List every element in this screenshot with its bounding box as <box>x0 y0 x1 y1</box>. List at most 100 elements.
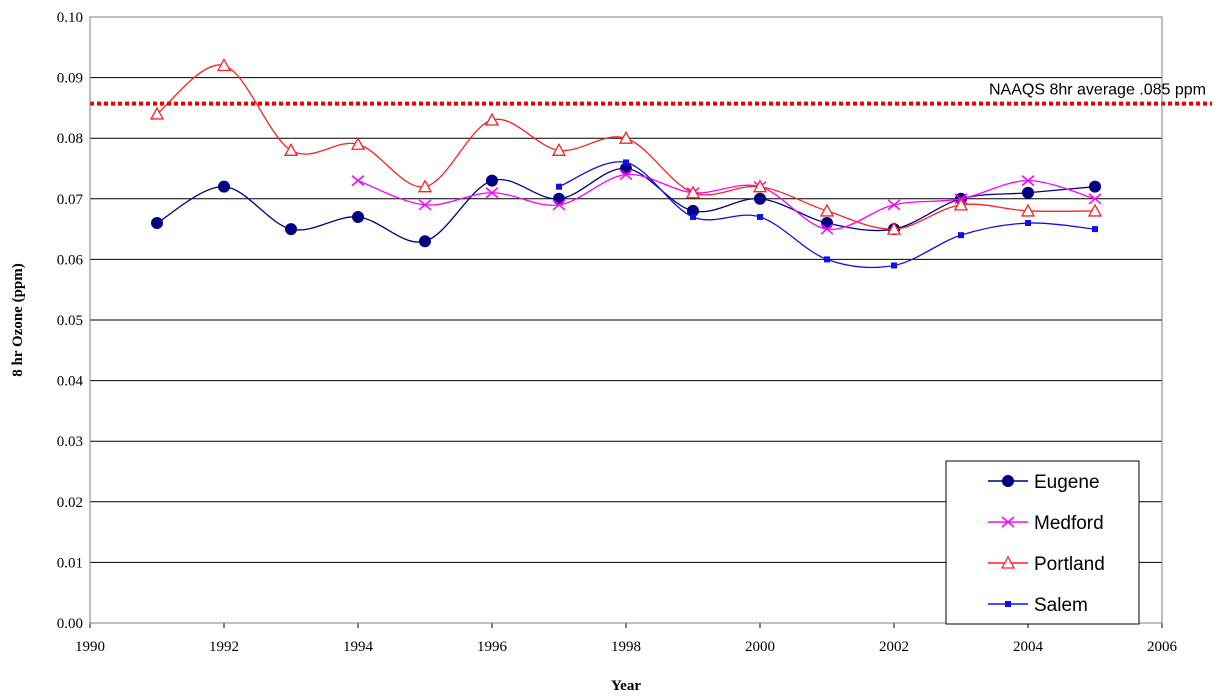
marker-stroke <box>820 223 834 235</box>
data-point-portland <box>1087 203 1103 217</box>
data-point-portland <box>752 179 768 193</box>
x-tick-label: 1996 <box>477 639 508 655</box>
data-point-salem <box>1092 226 1098 233</box>
legend-label-eugene: Eugene <box>1034 472 1100 493</box>
legend-marker-eugene <box>1002 475 1014 487</box>
marker-stroke <box>1021 175 1035 187</box>
x-axis-ticks: 1990 1992 1994 1996 1998 2000 2002 2004 2006 <box>75 623 1178 655</box>
legend-item-eugene: Eugene <box>988 472 1100 493</box>
data-point-portland <box>283 142 299 156</box>
marker-stroke <box>1001 516 1015 528</box>
data-point-eugene <box>419 235 431 248</box>
data-point-salem <box>1025 220 1031 227</box>
legend: Eugene Medford Portland Salem <box>945 460 1140 625</box>
series-salem <box>556 159 1098 269</box>
data-point-salem <box>958 232 964 239</box>
data-point-salem <box>824 256 830 263</box>
marker-stroke <box>485 187 499 199</box>
legend-label-salem: Salem <box>1034 595 1088 616</box>
legend-box <box>945 460 1140 625</box>
y-tick-label: 0.10 <box>57 10 83 26</box>
data-point-medford <box>619 168 633 181</box>
data-point-salem <box>891 262 897 269</box>
data-point-portland <box>685 185 701 199</box>
x-tick-label: 1990 <box>75 639 105 655</box>
data-point-portland <box>350 136 366 150</box>
data-point-medford <box>820 223 834 235</box>
series-eugene <box>151 162 1101 248</box>
y-tick-label: 0.01 <box>57 555 83 571</box>
data-point-portland <box>819 203 835 217</box>
y-tick-label: 0.09 <box>57 71 83 87</box>
data-point-eugene <box>1022 186 1034 199</box>
x-tick-label: 1994 <box>343 639 374 655</box>
x-tick-label: 2002 <box>879 639 909 655</box>
legend-marker-portland <box>1000 555 1016 569</box>
data-point-portland <box>551 142 567 156</box>
data-point-portland <box>216 58 232 72</box>
data-point-portland <box>618 130 634 144</box>
y-tick-label: 0.08 <box>57 131 83 147</box>
legend-label-portland: Portland <box>1034 554 1105 575</box>
data-point-portland <box>1020 203 1036 217</box>
legend-item-salem: Salem <box>988 595 1088 616</box>
data-point-medford <box>1021 175 1035 187</box>
marker-stroke <box>619 168 633 181</box>
x-tick-label: 2004 <box>1013 639 1044 655</box>
series-line-medford <box>357 173 1096 230</box>
data-point-eugene <box>285 223 297 236</box>
data-point-eugene <box>352 210 364 223</box>
data-point-medford <box>418 199 432 211</box>
data-point-portland <box>149 106 165 120</box>
legend-item-portland: Portland <box>988 554 1105 575</box>
data-point-medford <box>887 199 901 211</box>
data-point-salem <box>690 213 696 220</box>
y-tick-label: 0.00 <box>57 616 83 632</box>
legend-item-medford: Medford <box>988 513 1104 534</box>
data-point-salem <box>757 213 763 220</box>
series-medford <box>351 168 1102 235</box>
series-line-portland <box>156 64 1096 230</box>
marker-stroke <box>887 199 901 211</box>
marker-stroke <box>351 175 365 187</box>
data-point-medford <box>485 187 499 199</box>
data-point-medford <box>351 175 365 187</box>
naaqs-reference-label: NAAQS 8hr average .085 ppm <box>989 82 1206 99</box>
y-tick-label: 0.04 <box>57 374 84 390</box>
marker-stroke <box>1088 193 1102 205</box>
y-tick-label: 0.06 <box>57 252 84 268</box>
data-point-eugene <box>821 217 833 230</box>
marker-stroke <box>552 199 566 211</box>
y-axis-ticks: 0.00 0.01 0.02 0.03 0.04 0.05 0.06 0.07 0.08 0.09… <box>57 10 84 632</box>
legend-marker-salem <box>1005 601 1011 607</box>
x-tick-label: 2006 <box>1147 639 1178 655</box>
x-tick-label: 1992 <box>209 639 239 655</box>
data-point-salem <box>556 183 562 190</box>
data-point-portland <box>953 197 969 211</box>
marker-stroke <box>418 199 432 211</box>
data-point-eugene <box>1089 180 1101 193</box>
data-point-portland <box>886 221 902 235</box>
plot-area-border <box>89 16 1163 624</box>
x-tick-label: 2000 <box>745 639 775 655</box>
data-point-salem <box>623 159 629 166</box>
y-tick-label: 0.02 <box>57 495 83 511</box>
data-point-eugene <box>553 192 565 205</box>
data-point-eugene <box>486 174 498 187</box>
y-axis-label: 8 hr Ozone (ppm) <box>10 263 26 376</box>
data-point-eugene <box>218 180 230 193</box>
data-point-portland <box>484 112 500 126</box>
data-point-eugene <box>754 192 766 205</box>
y-tick-label: 0.05 <box>57 313 83 329</box>
x-axis-label: Year <box>611 678 641 694</box>
y-tick-label: 0.07 <box>57 192 84 208</box>
series-line-eugene <box>156 167 1096 243</box>
data-point-eugene <box>151 217 163 230</box>
series-group <box>149 58 1103 269</box>
series-portland <box>149 58 1103 235</box>
legend-label-medford: Medford <box>1034 513 1104 534</box>
legend-marker-medford <box>1001 516 1015 528</box>
y-tick-label: 0.03 <box>57 434 83 450</box>
x-tick-label: 1998 <box>611 639 641 655</box>
